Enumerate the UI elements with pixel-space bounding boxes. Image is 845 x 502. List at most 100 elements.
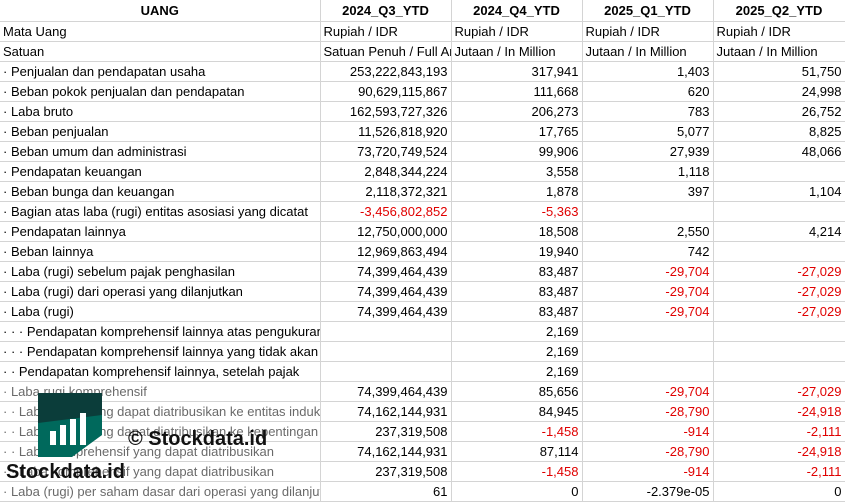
- value-cell[interactable]: 397: [582, 181, 714, 202]
- value-cell[interactable]: 74,162,144,931: [320, 441, 452, 462]
- value-cell[interactable]: -29,704: [582, 261, 714, 282]
- value-cell[interactable]: 1,878: [451, 181, 583, 202]
- value-cell[interactable]: 3,558: [451, 161, 583, 182]
- row-label-cell[interactable]: · · · Pendapatan komprehensif lainnya at…: [0, 321, 321, 342]
- value-cell[interactable]: 8,825: [713, 121, 845, 142]
- value-cell[interactable]: 74,162,144,931: [320, 401, 452, 422]
- value-cell[interactable]: 1,104: [713, 181, 845, 202]
- value-cell[interactable]: 0: [713, 481, 845, 502]
- value-cell[interactable]: 12,969,863,494: [320, 241, 452, 262]
- row-label-cell[interactable]: · Beban penjualan: [0, 121, 321, 142]
- value-cell[interactable]: 2,550: [582, 221, 714, 242]
- value-cell[interactable]: 83,487: [451, 261, 583, 282]
- value-cell[interactable]: Rupiah / IDR: [451, 21, 583, 42]
- row-label-cell[interactable]: · · Laba (rugi) yang dapat diatribusikan…: [0, 421, 321, 442]
- value-cell[interactable]: 2,118,372,321: [320, 181, 452, 202]
- value-cell[interactable]: 317,941: [451, 61, 583, 82]
- value-cell[interactable]: Jutaan / In Million: [713, 41, 845, 62]
- value-cell[interactable]: 1,118: [582, 161, 714, 182]
- value-cell[interactable]: [320, 341, 452, 362]
- row-label-cell[interactable]: · Pendapatan keuangan: [0, 161, 321, 182]
- value-cell[interactable]: 253,222,843,193: [320, 61, 452, 82]
- value-cell[interactable]: -27,029: [713, 261, 845, 282]
- value-cell[interactable]: [713, 201, 845, 222]
- value-cell[interactable]: -3,456,802,852: [320, 201, 452, 222]
- value-cell[interactable]: 742: [582, 241, 714, 262]
- value-cell[interactable]: 26,752: [713, 101, 845, 122]
- value-cell[interactable]: -2,111: [713, 421, 845, 442]
- row-label-cell[interactable]: · Laba (rugi) dari operasi yang dilanjut…: [0, 281, 321, 302]
- value-cell[interactable]: 783: [582, 101, 714, 122]
- value-cell[interactable]: 84,945: [451, 401, 583, 422]
- row-label-cell[interactable]: · · Pendapatan komprehensif lainnya, set…: [0, 361, 321, 382]
- row-label-cell[interactable]: · Laba bruto: [0, 101, 321, 122]
- value-cell[interactable]: 5,077: [582, 121, 714, 142]
- row-label-cell[interactable]: · Beban pokok penjualan dan pendapatan: [0, 81, 321, 102]
- value-cell[interactable]: Rupiah / IDR: [582, 21, 714, 42]
- value-cell[interactable]: [713, 341, 845, 362]
- value-cell[interactable]: 74,399,464,439: [320, 281, 452, 302]
- value-cell[interactable]: -1,458: [451, 461, 583, 482]
- value-cell[interactable]: Rupiah / IDR: [320, 21, 452, 42]
- value-cell[interactable]: Satuan Penuh / Full Amount: [320, 41, 452, 62]
- value-cell[interactable]: 111,668: [451, 81, 583, 102]
- value-cell[interactable]: -28,790: [582, 401, 714, 422]
- header-cell[interactable]: 2025_Q2_YTD: [713, 0, 845, 22]
- row-label-cell[interactable]: · Beban bunga dan keuangan: [0, 181, 321, 202]
- value-cell[interactable]: 73,720,749,524: [320, 141, 452, 162]
- value-cell[interactable]: [713, 241, 845, 262]
- value-cell[interactable]: 87,114: [451, 441, 583, 462]
- value-cell[interactable]: [713, 361, 845, 382]
- header-cell[interactable]: 2024_Q3_YTD: [320, 0, 452, 22]
- row-label-cell[interactable]: · Laba (rugi) per saham dasar dari opera…: [0, 481, 321, 502]
- row-label-cell[interactable]: · Bagian atas laba (rugi) entitas asosia…: [0, 201, 321, 222]
- row-label-cell[interactable]: · · Laba komprehensif yang dapat diatrib…: [0, 461, 321, 482]
- row-label-cell[interactable]: · · Laba (rugi) yang dapat diatribusikan…: [0, 401, 321, 422]
- row-label-cell[interactable]: · Laba rugi komprehensif: [0, 381, 321, 402]
- value-cell[interactable]: 51,750: [713, 61, 845, 82]
- value-cell[interactable]: [582, 321, 714, 342]
- value-cell[interactable]: -29,704: [582, 281, 714, 302]
- header-cell[interactable]: 2024_Q4_YTD: [451, 0, 583, 22]
- value-cell[interactable]: 19,940: [451, 241, 583, 262]
- value-cell[interactable]: 4,214: [713, 221, 845, 242]
- value-cell[interactable]: -29,704: [582, 381, 714, 402]
- value-cell[interactable]: 48,066: [713, 141, 845, 162]
- value-cell[interactable]: -29,704: [582, 301, 714, 322]
- value-cell[interactable]: -914: [582, 461, 714, 482]
- value-cell[interactable]: [582, 201, 714, 222]
- header-cell[interactable]: UANG: [0, 0, 321, 22]
- value-cell[interactable]: 99,906: [451, 141, 583, 162]
- value-cell[interactable]: 2,169: [451, 321, 583, 342]
- row-label-cell[interactable]: · · Laba komprehensif yang dapat diatrib…: [0, 441, 321, 462]
- row-label-cell[interactable]: · · · Pendapatan komprehensif lainnya ya…: [0, 341, 321, 362]
- row-label-cell[interactable]: · Pendapatan lainnya: [0, 221, 321, 242]
- value-cell[interactable]: 83,487: [451, 281, 583, 302]
- value-cell[interactable]: [713, 321, 845, 342]
- value-cell[interactable]: 206,273: [451, 101, 583, 122]
- value-cell[interactable]: -27,029: [713, 281, 845, 302]
- value-cell[interactable]: -1,458: [451, 421, 583, 442]
- value-cell[interactable]: 61: [320, 481, 452, 502]
- value-cell[interactable]: 74,399,464,439: [320, 381, 452, 402]
- value-cell[interactable]: 620: [582, 81, 714, 102]
- header-cell[interactable]: 2025_Q1_YTD: [582, 0, 714, 22]
- value-cell[interactable]: [320, 321, 452, 342]
- value-cell[interactable]: 18,508: [451, 221, 583, 242]
- value-cell[interactable]: Rupiah / IDR: [713, 21, 845, 42]
- value-cell[interactable]: 2,848,344,224: [320, 161, 452, 182]
- value-cell[interactable]: -24,918: [713, 401, 845, 422]
- value-cell[interactable]: 85,656: [451, 381, 583, 402]
- value-cell[interactable]: -27,029: [713, 301, 845, 322]
- value-cell[interactable]: [582, 341, 714, 362]
- value-cell[interactable]: [582, 361, 714, 382]
- row-label-cell[interactable]: · Laba (rugi): [0, 301, 321, 322]
- value-cell[interactable]: -2.379e-05: [582, 481, 714, 502]
- value-cell[interactable]: 1,403: [582, 61, 714, 82]
- value-cell[interactable]: 0: [451, 481, 583, 502]
- value-cell[interactable]: 27,939: [582, 141, 714, 162]
- value-cell[interactable]: 74,399,464,439: [320, 301, 452, 322]
- value-cell[interactable]: 11,526,818,920: [320, 121, 452, 142]
- value-cell[interactable]: 2,169: [451, 361, 583, 382]
- value-cell[interactable]: 2,169: [451, 341, 583, 362]
